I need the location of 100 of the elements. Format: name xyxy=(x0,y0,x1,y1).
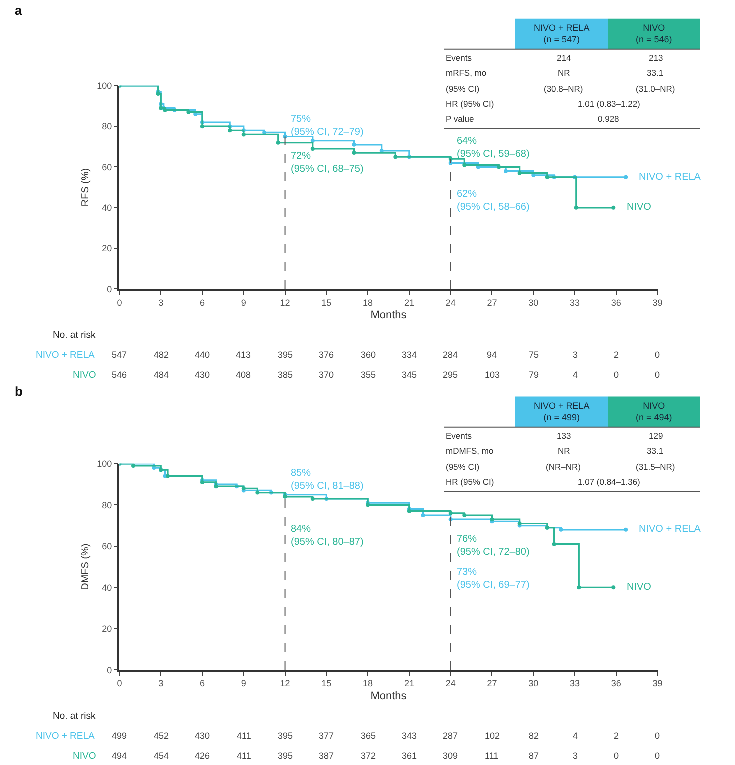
text: NIVO + RELA (n = 547) xyxy=(534,23,590,45)
x-tick-label: 12 xyxy=(280,678,290,689)
text: 284 xyxy=(443,350,458,360)
text: mRFS, mo xyxy=(446,68,487,78)
y-axis-title: RFS (%) xyxy=(80,168,92,207)
x-tick-label: 36 xyxy=(611,298,622,308)
text: 214 xyxy=(557,53,572,63)
text: 426 xyxy=(195,751,210,761)
text: 395 xyxy=(278,350,294,360)
y-tick-label: 0 xyxy=(107,284,112,294)
text: 102 xyxy=(485,731,500,741)
text: 395 xyxy=(278,751,294,761)
text: 395 xyxy=(278,731,294,741)
text: NR xyxy=(558,446,570,456)
series-label: NIVO xyxy=(627,202,652,213)
text: 0 xyxy=(655,350,660,360)
text: 387 xyxy=(319,751,334,761)
x-tick-label: 27 xyxy=(487,298,498,308)
text: 94 xyxy=(487,350,498,360)
text: 79 xyxy=(529,370,540,380)
x-tick-label: 36 xyxy=(611,678,622,689)
x-tick-label: 24 xyxy=(446,678,456,689)
text: 484 xyxy=(154,370,170,380)
text: 343 xyxy=(402,731,418,741)
text: 213 xyxy=(649,53,664,63)
annotation: 84% (95% CI, 80–87) xyxy=(291,524,364,548)
y-axis-title: DMFS (%) xyxy=(80,544,92,590)
annotation: HR (95% CI) xyxy=(446,477,494,487)
text: 482 xyxy=(154,350,170,360)
text: 4 xyxy=(573,731,578,741)
x-tick-label: 18 xyxy=(363,678,374,689)
annotation: 62% (95% CI, 58–66) xyxy=(457,189,530,213)
annotation: 75% (95% CI, 72–79) xyxy=(291,114,364,138)
text: 0 xyxy=(655,370,660,380)
annotation: P value xyxy=(446,114,474,124)
text: 499 xyxy=(112,731,128,741)
x-tick-label: 39 xyxy=(652,678,663,689)
text: NIVO + RELA (n = 499) xyxy=(534,401,590,423)
x-tick-label: 33 xyxy=(570,678,580,689)
annotation: (95% CI) xyxy=(446,84,480,94)
x-tick-label: 12 xyxy=(280,298,290,308)
x-tick-label: 3 xyxy=(158,678,164,689)
text: 287 xyxy=(443,731,458,741)
annotation: (95% CI) xyxy=(446,462,480,472)
text: 365 xyxy=(361,731,376,741)
annotation: 73% (95% CI, 69–77) xyxy=(457,567,530,591)
chart-title: b xyxy=(15,384,23,399)
text: NIVO (n = 494) xyxy=(636,401,672,423)
y-tick-label: 40 xyxy=(102,203,112,214)
x-tick-label: 15 xyxy=(322,298,332,308)
x-tick-label: 30 xyxy=(528,678,539,689)
x-tick-label: 9 xyxy=(241,298,246,308)
series-label: NIVO xyxy=(627,582,652,593)
y-tick-label: 60 xyxy=(102,162,112,172)
x-tick-label: 21 xyxy=(404,678,414,689)
series-label: NIVO + RELA xyxy=(639,172,702,183)
series-label: NIVO + RELA xyxy=(639,524,702,535)
y-tick-label: 60 xyxy=(102,542,112,552)
annotation: (NR–NR) xyxy=(546,462,582,472)
text: 0 xyxy=(614,370,620,380)
text: 355 xyxy=(361,370,376,380)
x-tick-label: 0 xyxy=(117,678,122,689)
text: 360 xyxy=(361,350,376,360)
text: mDMFS, mo xyxy=(446,446,494,456)
text: 133 xyxy=(557,431,572,441)
y-tick-label: 80 xyxy=(102,500,112,510)
text: 3 xyxy=(573,751,578,761)
text: 370 xyxy=(319,370,334,380)
annotation: (30.8–NR) xyxy=(544,84,584,94)
text: 75 xyxy=(529,350,540,360)
x-tick-label: 6 xyxy=(200,298,206,308)
text: 33.1 xyxy=(647,446,664,456)
x-tick-label: 24 xyxy=(446,298,456,308)
y-tick-label: 40 xyxy=(102,582,112,593)
annotation: (31.5–NR) xyxy=(636,462,676,472)
annotation: 0.928 xyxy=(598,114,620,124)
text: NIVO xyxy=(73,751,96,762)
text: 0 xyxy=(655,751,660,761)
x-tick-label: 9 xyxy=(241,678,246,689)
text: 295 xyxy=(443,370,458,380)
text: No. at risk xyxy=(53,711,96,722)
text: NIVO (n = 546) xyxy=(636,23,672,45)
y-tick-label: 20 xyxy=(102,244,112,254)
y-tick-label: 100 xyxy=(97,459,112,470)
annotation: 76% (95% CI, 72–80) xyxy=(457,534,530,558)
text: 103 xyxy=(485,370,500,380)
text: 361 xyxy=(402,751,418,761)
x-tick-label: 6 xyxy=(200,678,206,689)
x-tick-label: 18 xyxy=(363,298,374,308)
x-tick-label: 0 xyxy=(117,298,122,308)
text: No. at risk xyxy=(53,330,96,341)
x-tick-label: 30 xyxy=(528,298,539,308)
text: Events xyxy=(446,431,472,441)
y-tick-label: 20 xyxy=(102,624,112,634)
text: 385 xyxy=(278,370,294,380)
text: 411 xyxy=(237,751,252,761)
text: 3 xyxy=(573,350,578,360)
x-tick-label: 33 xyxy=(570,298,580,308)
text: 33.1 xyxy=(647,68,664,78)
annotation: 1.07 (0.84–1.36) xyxy=(578,477,641,487)
